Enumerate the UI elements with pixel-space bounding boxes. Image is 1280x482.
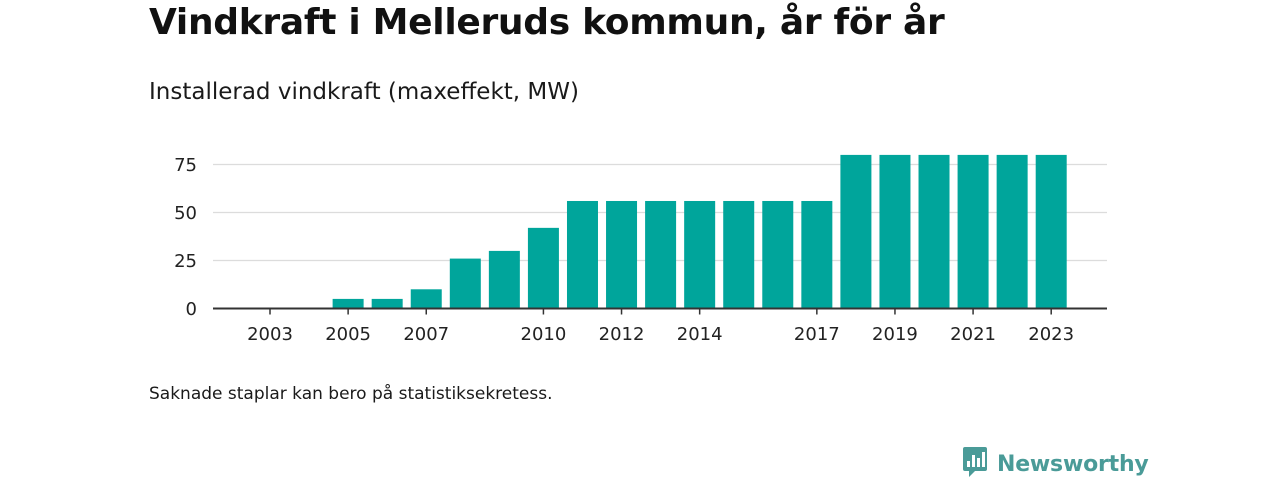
bars: [332, 154, 1067, 309]
x-tick-label: 2019: [872, 324, 918, 345]
bar-2013: [645, 200, 677, 309]
x-tick-label: 2012: [599, 324, 645, 345]
bar-2011: [566, 200, 598, 309]
bar-chart: 0 25 50 75 2003 2005 2007 2010 2012 2014 2017 2019 2…: [174, 154, 1107, 345]
y-tick-label: 0: [186, 299, 197, 320]
bar-2018: [840, 154, 872, 309]
bar-2010: [527, 227, 559, 309]
y-tick-label: 50: [174, 203, 197, 224]
brand-name: Newsworthy: [997, 451, 1149, 477]
bar-2015: [723, 200, 755, 309]
footnote: Saknade staplar kan bero på statistiksek…: [149, 384, 553, 404]
x-tick-label: 2010: [521, 324, 567, 345]
bar-2016: [762, 200, 794, 309]
x-tick-label: 2021: [950, 324, 996, 345]
bar-2021: [957, 154, 989, 309]
bar-2023: [1035, 154, 1067, 309]
brand: Newsworthy: [961, 446, 1149, 482]
y-tick-label: 75: [174, 155, 197, 176]
bar-2012: [606, 200, 638, 309]
axes: 0 25 50 75 2003 2005 2007 2010 2012 2014 2017 2019 2…: [174, 155, 1107, 345]
x-tick-label: 2003: [247, 324, 293, 345]
bar-2007: [410, 289, 442, 309]
bar-2006: [371, 298, 403, 309]
x-tick-label: 2014: [677, 324, 723, 345]
x-tick-label: 2007: [403, 324, 449, 345]
bar-2022: [996, 154, 1028, 309]
bar-2014: [684, 200, 716, 309]
bar-2005: [332, 298, 364, 309]
bar-2009: [488, 250, 520, 309]
x-tick-label: 2017: [794, 324, 840, 345]
x-tick-label: 2023: [1028, 324, 1074, 345]
bar-2020: [918, 154, 950, 309]
y-tick-label: 25: [174, 251, 197, 272]
newsworthy-logo-icon: [961, 446, 989, 482]
chart-subtitle: Installerad vindkraft (maxeffekt, MW): [149, 79, 579, 105]
x-tick-label: 2005: [325, 324, 371, 345]
bar-2008: [449, 258, 481, 309]
bar-2019: [879, 154, 911, 309]
bar-2017: [801, 200, 833, 309]
chart-title: Vindkraft i Melleruds kommun, år för år: [149, 2, 945, 43]
